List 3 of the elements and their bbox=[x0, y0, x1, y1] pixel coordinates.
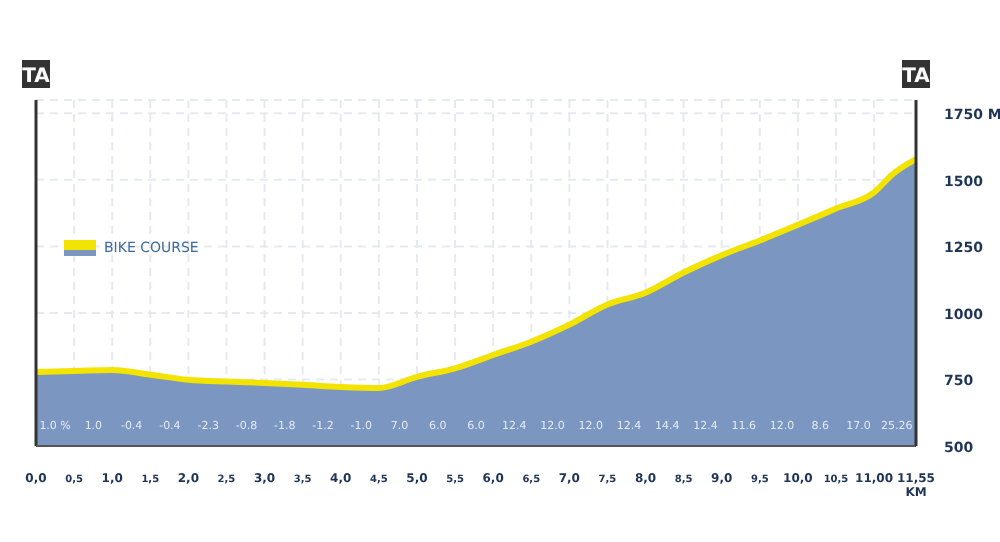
ref-line-label: TA bbox=[22, 66, 51, 88]
ref-line-label: TA bbox=[902, 66, 931, 88]
line-series bbox=[36, 156, 916, 391]
